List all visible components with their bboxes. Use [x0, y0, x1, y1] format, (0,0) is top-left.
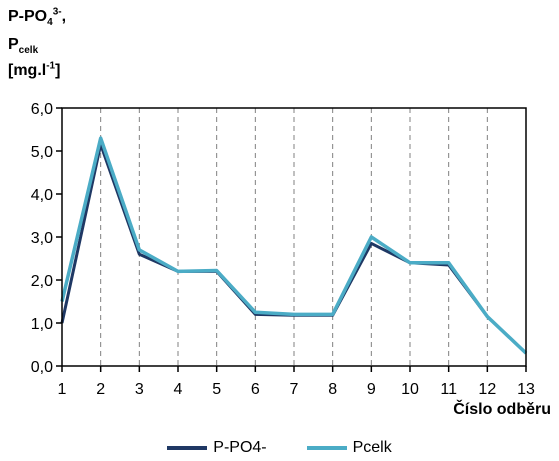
legend-swatch-pcelk — [306, 446, 347, 450]
x-tick-label-12: 12 — [478, 381, 496, 398]
x-tick-label-2: 2 — [96, 381, 105, 398]
y-tick-label-3: 3,0 — [31, 230, 53, 247]
legend-swatch-p-po4 — [167, 446, 208, 450]
series-line-pcelk — [60, 136, 528, 355]
y-tick-label-2: 2,0 — [31, 273, 53, 290]
x-tick-label-3: 3 — [135, 381, 144, 398]
y-axis-label-line1: P-PO43-, — [8, 6, 67, 29]
x-tick-label-13: 13 — [517, 381, 535, 398]
x-tick-label-4: 4 — [174, 381, 183, 398]
x-tick-label-11: 11 — [440, 381, 457, 398]
legend-label-p-po4: P-PO4- — [213, 439, 267, 456]
x-tick-label-8: 8 — [328, 381, 337, 398]
legend-item-p-po4: P-PO4- — [167, 439, 267, 457]
y-axis-label-line2: Pcelk — [8, 36, 39, 57]
y-tick-label-5: 5,0 — [31, 144, 53, 161]
x-tick-label-5: 5 — [212, 381, 221, 398]
x-tick-label-6: 6 — [251, 381, 260, 398]
y-axis-label-line3: [mg.l-1] — [8, 60, 61, 79]
vertical-grid-lines — [100, 108, 488, 366]
x-tick-label-10: 10 — [401, 381, 419, 398]
y-tick-label-0: 0,0 — [31, 359, 53, 376]
x-axis-label: Číslo odběru — [453, 401, 551, 418]
series-lines — [60, 136, 528, 355]
x-tick-label-9: 9 — [367, 381, 376, 398]
legend-item-pcelk: Pcelk — [306, 439, 392, 457]
legend: P-PO4- Pcelk — [0, 439, 559, 457]
y-axis-ticks: 0,0 1,0 2,0 3,0 4,0 5,0 6,0 — [31, 101, 62, 376]
x-tick-label-1: 1 — [58, 381, 67, 398]
x-tick-label-7: 7 — [290, 381, 299, 398]
y-tick-label-4: 4,0 — [31, 187, 53, 204]
y-tick-label-6: 6,0 — [31, 101, 53, 118]
x-axis-ticks: 1 2 3 4 5 6 7 8 9 10 11 12 13 — [58, 366, 535, 398]
y-tick-label-1: 1,0 — [31, 316, 53, 333]
legend-label-pcelk: Pcelk — [352, 439, 392, 456]
